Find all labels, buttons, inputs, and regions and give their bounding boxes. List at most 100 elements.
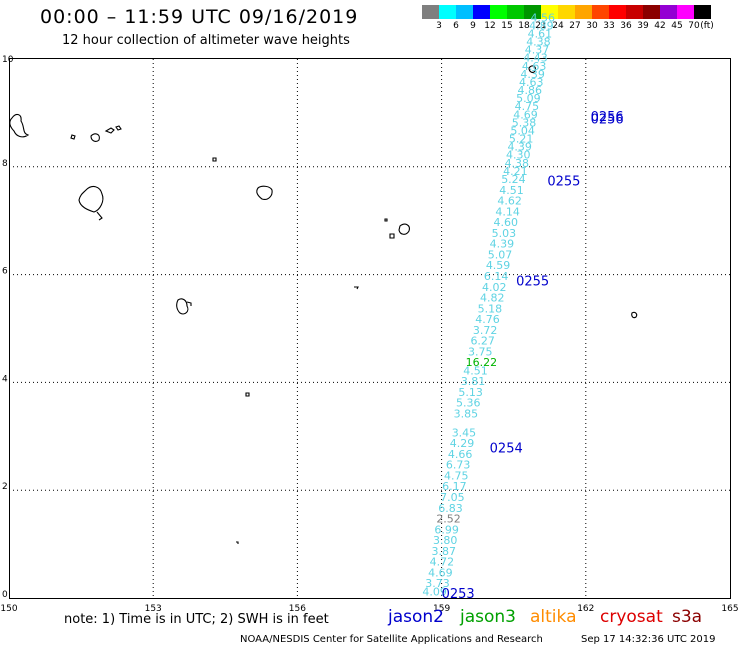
wave-height-label: 4.69 — [513, 108, 538, 121]
pass-time-label: 0255 — [547, 175, 580, 190]
color-scale-label: 15 — [501, 21, 513, 31]
island-outline — [384, 218, 388, 222]
color-swatch — [694, 5, 711, 19]
color-scale-label: 9 — [470, 21, 476, 31]
page-subtitle: 12 hour collection of altimeter wave hei… — [62, 33, 350, 48]
wave-height-label: 4.86 — [518, 84, 543, 97]
wave-height-label: 4.38 — [526, 36, 551, 49]
color-scale-label: 6 — [453, 21, 459, 31]
wave-height-label: 4.62 — [497, 195, 521, 208]
footer-timestamp: Sep 17 14:32:36 UTC 2019 — [581, 634, 716, 645]
color-swatch — [439, 5, 456, 19]
island-outline — [398, 223, 410, 235]
island-outline — [236, 541, 239, 544]
color-scale-label: 45 — [671, 21, 683, 31]
color-swatch — [609, 5, 626, 19]
wave-height-label: 3.87 — [432, 545, 457, 558]
x-tick-label: 162 — [577, 604, 594, 614]
wave-height-label: 7.05 — [440, 491, 465, 504]
wave-height-label: 3.73 — [425, 577, 450, 590]
island-outline — [256, 185, 273, 200]
island-outline — [9, 113, 30, 138]
wave-height-label: 4.56 — [531, 11, 556, 24]
wave-height-label: 5.04 — [510, 124, 535, 137]
footer-note: note: 1) Time is in UTC; 2) SWH is in fe… — [64, 612, 329, 627]
footer-source: NOAA/NESDIS Center for Satellite Applica… — [240, 634, 543, 645]
wave-height-label: 4.21 — [503, 165, 528, 178]
wave-height-label: 4.63 — [522, 60, 547, 73]
color-swatch — [541, 5, 558, 19]
page-title: 00:00 – 11:59 UTC 09/16/2019 — [40, 6, 359, 28]
color-scale-label: 33 — [603, 21, 615, 31]
color-scale-label: 30 — [586, 21, 598, 31]
pass-time-label: 0254 — [490, 441, 523, 456]
island-outlines — [9, 65, 638, 544]
color-swatch — [422, 5, 439, 19]
y-tick-label: 4 — [2, 374, 8, 384]
y-tick-label: 10 — [2, 55, 14, 65]
wave-height-label: 4.43 — [523, 52, 548, 65]
color-swatch — [643, 5, 660, 19]
wave-height-label: 6.99 — [434, 523, 459, 536]
wave-height-label: 4.75 — [515, 100, 540, 113]
pass-time-label: 0253 — [442, 587, 475, 602]
color-swatch — [524, 5, 541, 19]
wave-height-label: 4.72 — [430, 556, 455, 569]
wave-height-label: 4.39 — [507, 141, 531, 154]
y-tick-label: 2 — [2, 482, 8, 492]
island-outline — [115, 125, 122, 131]
color-scale-label: (ft) — [700, 21, 714, 31]
y-tick-label: 0 — [2, 590, 8, 600]
color-swatch — [490, 5, 507, 19]
x-tick-label: 156 — [289, 604, 306, 614]
wave-height-label: 4.14 — [495, 205, 520, 218]
pass-time-label: 0256 — [591, 113, 624, 128]
color-scale-label: 70 — [688, 21, 700, 31]
color-swatch — [473, 5, 490, 19]
wave-height-label: 5.24 — [501, 173, 525, 186]
wave-height-label: 4.89 — [529, 19, 554, 32]
island-outline — [631, 311, 638, 319]
color-swatch — [558, 5, 575, 19]
island-outline — [389, 233, 395, 239]
map-frame — [9, 58, 731, 599]
wave-height-label: 6.83 — [438, 502, 463, 515]
color-scale-label: 3 — [436, 21, 442, 31]
color-scale-label: 27 — [569, 21, 581, 31]
wave-height-label: 6.17 — [442, 480, 467, 493]
pass-time-label: 0255 — [516, 274, 549, 289]
wave-height-label: 4.82 — [480, 292, 505, 305]
color-scale-label: 39 — [637, 21, 649, 31]
legend-item-altika: altika — [530, 607, 577, 627]
island-outline — [96, 211, 103, 221]
wave-height-label: 3.75 — [468, 345, 493, 358]
wave-height-label: 5.09 — [516, 92, 541, 105]
legend-item-jason3: jason3 — [460, 607, 516, 627]
wave-height-label: 4.02 — [482, 281, 507, 294]
island-outline — [176, 298, 189, 315]
x-tick-label: 159 — [433, 604, 450, 614]
color-scale-label: 12 — [484, 21, 496, 31]
island-outline — [78, 185, 104, 213]
wave-height-label: 5.07 — [488, 248, 513, 261]
legend-item-jason2: jason2 — [388, 607, 444, 627]
island-outline — [186, 301, 192, 306]
pass-time-label: 0256 — [591, 110, 624, 125]
x-tick-label: 153 — [145, 604, 162, 614]
color-scale-label: 42 — [654, 21, 666, 31]
wave-height-label: 5.18 — [478, 302, 503, 315]
x-tick-label: 165 — [721, 604, 738, 614]
wave-height-label: 16.22 — [466, 356, 498, 369]
wave-height-label: 4.51 — [463, 364, 488, 377]
wave-height-label: 4.29 — [450, 437, 475, 450]
wave-height-label: 3.45 — [452, 426, 477, 439]
wave-height-label: 5.36 — [456, 397, 481, 410]
island-outline — [104, 127, 115, 134]
color-swatch — [677, 5, 694, 19]
island-outline — [354, 286, 359, 290]
wave-height-label: 4.75 — [444, 469, 469, 482]
color-scale-label: 21 — [535, 21, 547, 31]
legend-item-cryosat: cryosat — [600, 607, 663, 627]
wave-height-label: 5.21 — [509, 133, 533, 146]
